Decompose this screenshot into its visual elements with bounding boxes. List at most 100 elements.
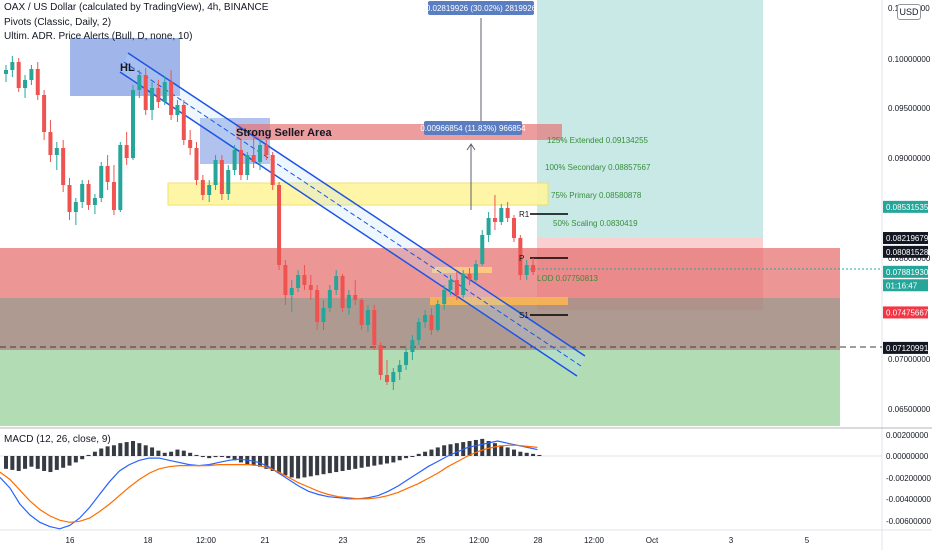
- red-resistance-zone: [0, 248, 840, 298]
- currency-button[interactable]: USD: [897, 4, 921, 20]
- symbol-title[interactable]: OAX / US Dollar (calculated by TradingVi…: [4, 2, 269, 13]
- adr-indicator-label[interactable]: Ultim. ADR. Price Alerts (Bull, D, none,…: [4, 31, 193, 42]
- price-tick: 0.07000000: [888, 355, 931, 364]
- strong-seller-label: Strong Seller Area: [236, 127, 332, 139]
- macd-histogram-bar: [340, 456, 345, 471]
- macd-histogram-bar: [99, 448, 104, 456]
- macd-tick: -0.00400000: [886, 495, 931, 504]
- macd-histogram-bar: [124, 442, 129, 456]
- macd-histogram-bar: [10, 456, 15, 470]
- macd-histogram-bar: [429, 449, 434, 456]
- candle-body: [518, 238, 523, 275]
- macd-histogram-bar: [169, 451, 174, 456]
- macd-histogram-bar: [442, 445, 447, 456]
- candle-body: [80, 184, 85, 202]
- candle-body: [492, 218, 497, 222]
- candle-body: [416, 322, 421, 340]
- macd-histogram-bar: [4, 456, 8, 469]
- candle-body: [505, 208, 510, 218]
- macd-line: [0, 440, 538, 530]
- time-tick: Oct: [646, 536, 659, 545]
- macd-histogram-bar: [277, 456, 282, 474]
- candle-body: [378, 345, 383, 375]
- candle-body: [86, 184, 91, 205]
- measure-mid-label: 0.00966854 (11.83%) 966854: [420, 124, 526, 133]
- macd-histogram-bar: [518, 451, 523, 456]
- macd-histogram-bar: [391, 456, 396, 463]
- macd-histogram-bar: [188, 452, 193, 456]
- measure-arrow: [466, 143, 476, 151]
- candle-body: [156, 88, 161, 102]
- measure-top-label: 0.02819926 (30.02%) 2819926: [426, 4, 537, 13]
- candle-body: [131, 90, 135, 158]
- candle-body: [258, 145, 262, 162]
- time-axis[interactable]: 16 18 12:00 21 23 25 12:00 28 12:00 Oct …: [66, 536, 810, 545]
- measure-box-top: [428, 1, 534, 15]
- macd-histogram-bar: [289, 456, 294, 478]
- macd-histogram-bar: [270, 456, 275, 471]
- macd-histogram-bar: [480, 438, 485, 456]
- candle-body: [118, 145, 123, 210]
- macd-histogram-bar: [283, 456, 288, 476]
- candle-body: [296, 275, 301, 288]
- macd-title[interactable]: MACD (12, 26, close, 9): [4, 434, 111, 445]
- candle-body: [124, 145, 129, 158]
- pivot-r1-label: R1: [519, 210, 530, 219]
- candle-body: [385, 375, 389, 382]
- candle-body: [4, 70, 8, 74]
- candle-body: [67, 185, 72, 212]
- macd-histogram-bar: [150, 447, 155, 456]
- candle-body: [92, 198, 97, 205]
- candle-body: [302, 275, 307, 285]
- macd-histogram-bar: [29, 456, 34, 467]
- macd-histogram-bar: [105, 446, 110, 456]
- macd-histogram-bar: [175, 449, 180, 456]
- price-tag: [883, 265, 928, 278]
- candle-body: [346, 295, 351, 308]
- macd-histogram-bar: [86, 454, 91, 456]
- macd-histogram-bar: [54, 456, 59, 470]
- macd-histogram-bar: [156, 450, 161, 456]
- macd-histogram-bar: [42, 456, 47, 471]
- macd-histogram-bar: [416, 453, 421, 456]
- orange-small-zone: [432, 267, 492, 273]
- macd-axis[interactable]: 0.00200000 0.00000000 -0.00200000 -0.004…: [886, 431, 931, 526]
- candle-body: [442, 290, 447, 304]
- macd-histogram-bar: [213, 456, 218, 458]
- candle-body: [111, 182, 116, 210]
- macd-histogram-bar: [448, 444, 453, 456]
- candle-body: [10, 62, 15, 70]
- candle-body: [23, 80, 28, 88]
- candle-body: [486, 218, 491, 235]
- pivots-indicator-label[interactable]: Pivots (Classic, Daily, 2): [4, 17, 112, 28]
- price-tag: [883, 245, 928, 258]
- macd-histogram-bar: [334, 456, 339, 473]
- candle-body: [480, 235, 485, 264]
- macd-histogram-bar: [162, 452, 167, 456]
- macd-histogram-bar: [531, 453, 536, 456]
- orange-zone: [430, 297, 568, 305]
- macd-histogram-bar: [80, 456, 85, 460]
- time-tick: 25: [417, 536, 426, 545]
- candle-body: [200, 180, 205, 195]
- macd-histogram-bar: [61, 456, 66, 468]
- macd-histogram-bar: [131, 441, 135, 456]
- macd-tick: -0.00600000: [886, 517, 931, 526]
- macd-histogram-bar: [226, 456, 231, 459]
- price-tag-label: 0.08081528: [886, 248, 929, 257]
- candle-body: [188, 140, 193, 148]
- candle-body: [429, 315, 434, 330]
- candle-body: [245, 155, 250, 175]
- macd-histogram-bar: [410, 456, 415, 457]
- time-tick: 23: [339, 536, 348, 545]
- candle-body: [162, 82, 167, 102]
- candle-body: [29, 69, 34, 80]
- candle-body: [448, 280, 453, 290]
- scaling-50-label: 50% Scaling 0.0830419: [553, 219, 638, 228]
- macd-histogram-bar: [67, 456, 72, 466]
- candle-body: [232, 150, 237, 170]
- candle-body: [308, 285, 313, 290]
- candle-body: [283, 265, 288, 295]
- price-tick: 0.09500000: [888, 104, 931, 113]
